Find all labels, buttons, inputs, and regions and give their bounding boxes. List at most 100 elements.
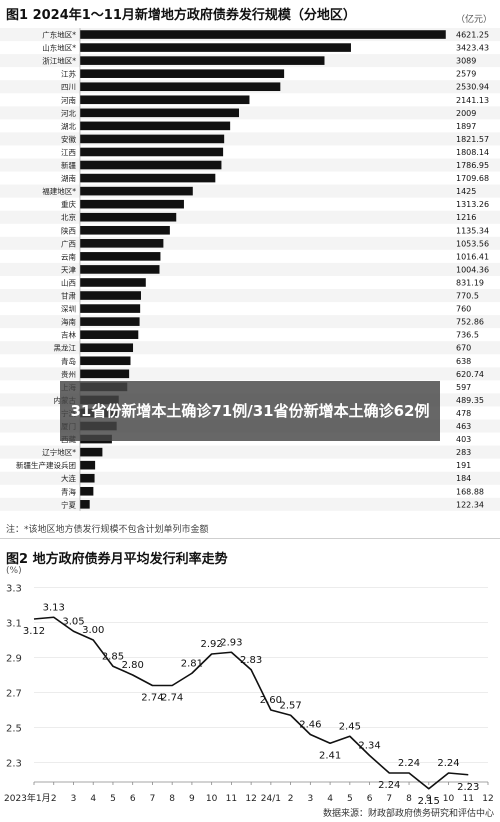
x-tick-label: 5	[347, 794, 353, 804]
value-label: 403	[456, 435, 471, 444]
value-label: 3089	[456, 57, 476, 66]
category-label: 深圳	[61, 304, 76, 314]
category-label: 湖北	[61, 122, 76, 131]
value-label: 770.5	[456, 292, 479, 301]
value-label: 478	[456, 409, 471, 418]
x-tick-label: 11	[463, 794, 474, 804]
y-tick-label: 3.1	[6, 619, 22, 630]
category-label: 山西	[61, 277, 76, 287]
x-tick-label: 6	[130, 794, 136, 804]
figure-1-unit: （亿元）	[455, 15, 492, 25]
value-label: 1425	[456, 187, 476, 196]
bar-chart: 广东地区* 4621.25 山东地区* 3423.43 浙江地区* 3089 江苏 2579 四…	[0, 28, 500, 511]
x-tick-label: 6	[367, 794, 373, 804]
point-label: 2.57	[279, 700, 301, 711]
point-label: 2.24	[437, 758, 459, 769]
x-tick-label: 9	[426, 794, 432, 804]
category-label: 陕西	[61, 225, 76, 235]
bar	[80, 291, 141, 300]
value-label: 597	[456, 383, 471, 392]
value-label: 168.88	[456, 487, 484, 496]
x-tick-label: 3	[307, 794, 313, 804]
category-label: 吉林	[61, 330, 76, 340]
bar	[80, 134, 225, 144]
x-tick-label: 7	[150, 794, 156, 804]
value-label: 4621.25	[456, 31, 489, 40]
headline-overlay: 31省份新增本土确诊71例/31省份新增本土确诊62例	[60, 381, 440, 441]
point-label: 2.85	[102, 651, 124, 662]
x-tick-label: 12	[245, 794, 256, 804]
category-label: 青岛	[61, 356, 76, 366]
category-label: 北京	[61, 212, 76, 222]
x-tick-label: 2	[51, 794, 57, 804]
bar	[80, 108, 240, 118]
category-label: 安徽	[61, 134, 76, 144]
value-label: 463	[456, 422, 471, 431]
bar	[80, 199, 184, 209]
bar	[80, 121, 231, 131]
y-tick-label: 2.3	[6, 759, 22, 770]
point-label: 3.12	[23, 626, 45, 637]
point-label: 2.23	[457, 782, 479, 793]
x-tick-label: 10	[206, 794, 218, 804]
value-label: 2141.13	[456, 96, 489, 105]
point-label: 2.80	[122, 660, 144, 671]
bar	[80, 252, 161, 261]
figure-1-note: 注：*该地区地方债发行规模不包含计划单列市金额	[6, 525, 209, 535]
bar	[80, 147, 224, 157]
y-tick-label: 2.7	[6, 689, 22, 700]
bar	[80, 278, 146, 287]
category-label: 广东地区*	[42, 30, 76, 40]
point-label: 2.92	[201, 639, 223, 650]
x-tick-label: 8	[169, 794, 175, 804]
point-label: 3.05	[62, 616, 84, 627]
x-tick-label: 8	[406, 794, 412, 804]
value-label: 489.35	[456, 396, 484, 405]
point-label: 2.60	[260, 695, 282, 706]
value-label: 2009	[456, 109, 476, 118]
point-label: 2.34	[358, 741, 380, 752]
x-tick-label: 10	[443, 794, 455, 804]
point-label: 2.74	[141, 693, 163, 704]
bar	[80, 500, 90, 509]
bar	[80, 473, 95, 483]
bar	[80, 317, 140, 326]
row-band	[0, 471, 500, 485]
category-label: 黑龙江	[54, 343, 77, 353]
category-label: 新疆生产建设兵团	[16, 460, 76, 470]
series-line	[33, 616, 469, 790]
headline-text: 31省份新增本土确诊71例/31省份新增本土确诊62例	[70, 402, 430, 420]
x-tick-label: 11	[226, 794, 237, 804]
category-label: 青海	[61, 486, 76, 496]
point-label: 2.74	[161, 693, 183, 704]
point-label: 2.83	[240, 655, 262, 666]
bar	[80, 304, 141, 313]
bar	[80, 265, 160, 274]
bar	[80, 486, 94, 496]
bar	[80, 369, 130, 379]
category-label: 海南	[61, 317, 76, 327]
category-label: 天津	[61, 265, 76, 274]
category-label: 江苏	[61, 69, 76, 79]
x-tick-label: 7	[386, 794, 392, 804]
point-label: 2.45	[339, 721, 361, 732]
point-label: 2.93	[220, 637, 242, 648]
x-tick-label: 3	[71, 794, 77, 804]
value-label: 831.19	[456, 278, 484, 287]
point-label: 2.15	[418, 796, 440, 807]
value-label: 2530.94	[456, 83, 489, 92]
category-label: 广西	[61, 238, 76, 248]
value-label: 1313.26	[456, 200, 489, 209]
point-label: 2.24	[378, 780, 400, 791]
value-label: 191	[456, 461, 471, 470]
point-label: 2.46	[299, 720, 321, 731]
value-label: 1053.56	[456, 239, 489, 248]
point-label: 2.41	[319, 750, 341, 761]
point-label: 2.24	[398, 758, 420, 769]
bar	[80, 212, 177, 222]
value-label: 3423.43	[456, 44, 489, 53]
bar	[80, 43, 351, 52]
category-label: 辽宁地区*	[42, 447, 76, 457]
value-label: 283	[456, 448, 471, 457]
